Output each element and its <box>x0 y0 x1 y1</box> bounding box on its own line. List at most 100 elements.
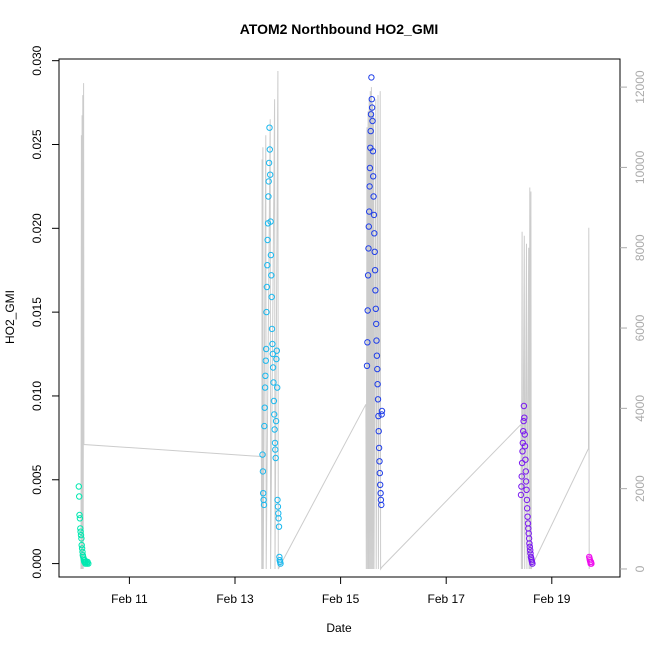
data-point <box>263 308 270 316</box>
data-point <box>520 417 527 425</box>
data-point <box>85 560 92 567</box>
data-point <box>518 483 525 490</box>
data-point <box>273 355 280 363</box>
data-point <box>366 208 373 215</box>
y2-tick-label: 2000 <box>633 475 647 502</box>
y-tick-label: 0.020 <box>30 213 44 243</box>
data-point <box>260 490 267 497</box>
data-point <box>370 173 377 180</box>
data-point <box>518 473 525 480</box>
data-point <box>378 411 385 418</box>
x-tick-label: Feb 13 <box>216 592 254 606</box>
data-point <box>378 407 386 415</box>
data-point <box>261 422 268 430</box>
data-point <box>270 379 277 386</box>
data-point <box>377 490 384 497</box>
chart-title: ATOM2 Northbound HO2_GMI <box>240 21 439 37</box>
data-point <box>529 560 536 567</box>
data-point <box>271 411 278 418</box>
data-point <box>268 272 275 279</box>
data-point <box>371 267 379 274</box>
data-point <box>376 458 383 465</box>
data-point <box>372 287 379 294</box>
data-point <box>374 396 382 403</box>
y-tick-label: 0.010 <box>30 381 44 411</box>
data-point <box>371 248 378 256</box>
data-point <box>277 560 284 567</box>
data-point <box>272 454 279 462</box>
data-point <box>267 218 274 225</box>
data-point <box>364 272 372 279</box>
y-tick-label: 0.005 <box>30 464 44 494</box>
data-point <box>274 496 281 504</box>
data-point <box>261 384 269 391</box>
data-point <box>373 352 381 359</box>
data-point <box>367 111 375 118</box>
data-point <box>272 446 279 453</box>
data-point <box>75 483 83 490</box>
data-point <box>268 293 275 301</box>
data-point <box>268 325 276 333</box>
data-point <box>266 146 273 153</box>
data-point <box>526 540 533 547</box>
data-point <box>260 501 268 509</box>
data-point <box>517 491 525 499</box>
data-point <box>270 397 278 405</box>
data-point <box>266 124 273 131</box>
data-point <box>523 496 531 504</box>
y-tick-label: 0.015 <box>30 297 44 327</box>
data-point <box>521 414 528 421</box>
data-point <box>275 515 282 522</box>
data-point <box>372 305 379 312</box>
data-point <box>520 402 528 410</box>
data-point <box>265 193 272 200</box>
data-point <box>77 528 84 535</box>
data-point <box>523 486 530 493</box>
data-point <box>588 560 595 567</box>
data-point <box>375 444 383 452</box>
data-point <box>376 469 383 477</box>
x-tick-label: Feb 17 <box>428 592 466 606</box>
y-tick-label: 0.030 <box>30 45 44 75</box>
data-point <box>269 350 276 358</box>
data-point <box>271 426 278 433</box>
data-point <box>527 547 534 554</box>
data-point <box>370 211 378 219</box>
data-point <box>275 523 283 530</box>
data-point <box>77 531 85 539</box>
data-point <box>526 543 533 550</box>
x-tick-label: Feb 11 <box>111 592 148 606</box>
data-point <box>273 347 280 354</box>
x-tick-label: Feb 15 <box>322 592 360 606</box>
data-point <box>272 417 280 425</box>
data-point <box>262 372 269 379</box>
plot-area <box>75 70 595 571</box>
data-point <box>374 381 381 388</box>
data-point <box>364 339 371 346</box>
data-point <box>259 468 267 475</box>
data-point <box>373 320 380 328</box>
data-point <box>265 159 273 167</box>
data-point <box>264 236 271 244</box>
y2-tick-label: 4000 <box>633 395 647 422</box>
data-point <box>269 364 277 371</box>
data-point <box>522 456 529 463</box>
data-point <box>520 428 527 435</box>
data-point <box>524 505 531 512</box>
x-tick-label: Feb 19 <box>533 592 571 606</box>
data-point <box>374 365 381 373</box>
data-point <box>261 404 268 411</box>
data-point <box>365 245 372 252</box>
data-point <box>78 541 85 549</box>
data-point <box>524 513 531 520</box>
data-point <box>367 127 374 135</box>
data-point <box>368 96 375 103</box>
axes: Feb 11 Feb 13 Feb 15 Feb 17 Feb 19 0.000 0.005… <box>30 45 647 606</box>
y-tick-label: 0.025 <box>30 129 44 159</box>
data-point <box>76 515 84 522</box>
data-point <box>370 193 377 200</box>
data-point <box>378 501 385 509</box>
data-point <box>263 283 271 291</box>
y2-tick-label: 6000 <box>633 314 647 341</box>
